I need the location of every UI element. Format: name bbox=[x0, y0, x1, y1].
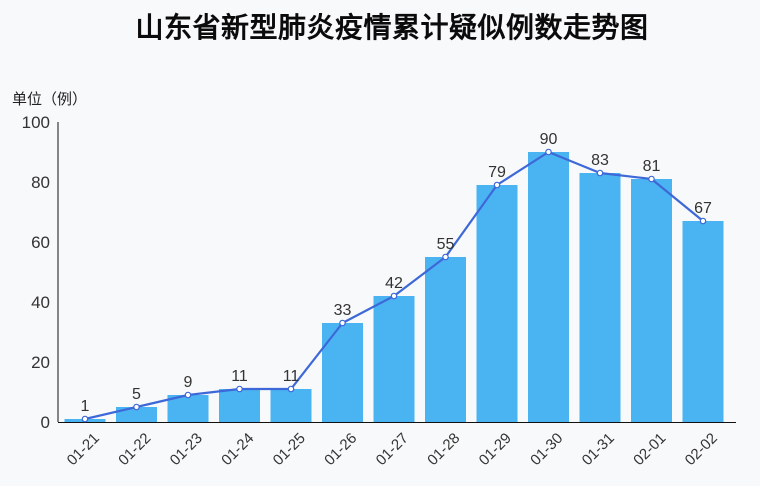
data-point-02-01[interactable] bbox=[648, 175, 655, 183]
bar-01-24[interactable] bbox=[219, 389, 260, 422]
bar-01-27[interactable] bbox=[373, 296, 415, 422]
bar-02-02[interactable] bbox=[682, 221, 724, 422]
value-label-02-02: 67 bbox=[694, 200, 712, 217]
y-axis-tick-label: 20 bbox=[31, 353, 50, 372]
bar-01-22[interactable] bbox=[116, 407, 157, 422]
data-point-01-24[interactable] bbox=[236, 385, 243, 393]
x-axis-tick-label-02-01: 02-01 bbox=[630, 430, 669, 469]
x-axis-tick-label-01-23: 01-23 bbox=[167, 430, 206, 469]
x-axis-tick-label-01-25: 01-25 bbox=[270, 430, 309, 469]
data-point-01-21[interactable] bbox=[81, 415, 89, 423]
value-label-01-21: 1 bbox=[81, 398, 90, 415]
y-axis-tick-label: 80 bbox=[31, 173, 50, 192]
value-label-02-01: 81 bbox=[643, 158, 661, 175]
value-label-01-31: 83 bbox=[591, 152, 609, 169]
bar-01-30[interactable] bbox=[528, 152, 569, 422]
value-label-01-26: 33 bbox=[334, 302, 352, 319]
data-point-01-25[interactable] bbox=[287, 385, 295, 393]
value-label-01-24: 11 bbox=[231, 368, 248, 385]
data-point-01-23[interactable] bbox=[184, 391, 192, 399]
value-label-01-29: 79 bbox=[488, 164, 506, 181]
data-point-01-28[interactable] bbox=[442, 253, 449, 261]
x-axis-tick-label-02-02: 02-02 bbox=[682, 430, 721, 469]
data-point-01-22[interactable] bbox=[133, 403, 140, 411]
bar-01-31[interactable] bbox=[579, 173, 621, 422]
data-point-02-02[interactable] bbox=[699, 217, 707, 225]
value-label-01-23: 9 bbox=[184, 374, 193, 391]
data-point-01-29[interactable] bbox=[493, 181, 501, 189]
bar-01-28[interactable] bbox=[425, 257, 466, 422]
bar-01-25[interactable] bbox=[270, 389, 312, 422]
x-axis-tick-label-01-29: 01-29 bbox=[476, 430, 515, 469]
bar-02-01[interactable] bbox=[631, 179, 672, 422]
y-axis-tick-label: 60 bbox=[31, 233, 50, 252]
x-axis-tick-label-01-26: 01-26 bbox=[321, 430, 360, 469]
x-axis-tick-label-01-31: 01-31 bbox=[579, 430, 618, 469]
data-point-01-31[interactable] bbox=[596, 169, 604, 177]
x-axis-tick-label-01-28: 01-28 bbox=[424, 430, 463, 469]
data-point-01-26[interactable] bbox=[339, 319, 346, 327]
data-point-01-27[interactable] bbox=[390, 292, 398, 300]
chart-title: 山东省新型肺炎疫情累计疑似例数走势图 bbox=[135, 12, 649, 43]
y-axis-tick-label: 0 bbox=[41, 413, 50, 432]
y-axis-tick-label: 40 bbox=[31, 293, 50, 312]
x-axis-tick-label-01-22: 01-22 bbox=[115, 430, 154, 469]
x-axis-tick-label-01-30: 01-30 bbox=[527, 430, 566, 469]
bar-01-29[interactable] bbox=[476, 185, 518, 422]
value-label-01-27: 42 bbox=[385, 275, 403, 292]
value-label-01-30: 90 bbox=[540, 131, 558, 148]
x-axis-tick-label-01-21: 01-21 bbox=[64, 430, 103, 469]
value-label-01-28: 55 bbox=[437, 236, 455, 253]
x-axis-tick-label-01-27: 01-27 bbox=[373, 430, 412, 469]
bar-01-26[interactable] bbox=[322, 323, 363, 422]
x-axis-tick-label-01-24: 01-24 bbox=[218, 430, 257, 469]
value-label-01-22: 5 bbox=[132, 386, 141, 403]
y-axis-tick-label: 100 bbox=[22, 113, 50, 132]
bar-01-23[interactable] bbox=[167, 395, 209, 422]
data-point-01-30[interactable] bbox=[545, 148, 552, 156]
value-label-01-25: 11 bbox=[283, 368, 300, 385]
y-axis-unit-label: 单位（例） bbox=[12, 91, 88, 108]
